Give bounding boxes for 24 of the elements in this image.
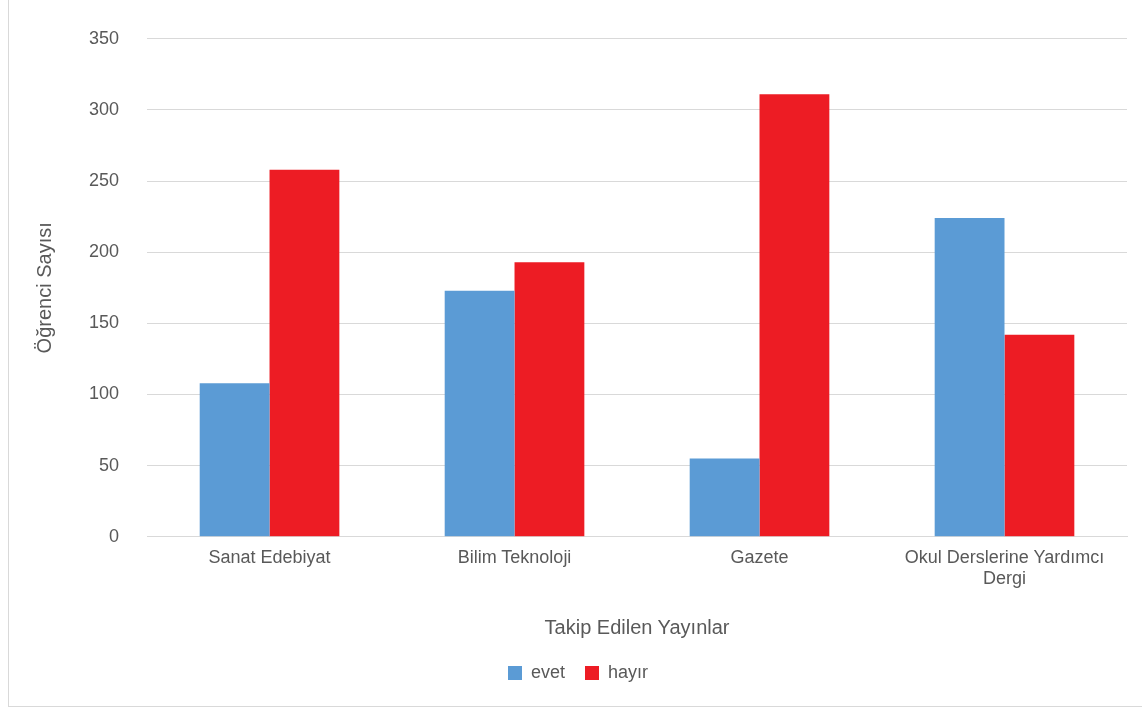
y-tick-label: 0 bbox=[109, 525, 120, 546]
x-tick-label: Sanat Edebiyat bbox=[208, 546, 331, 567]
bar bbox=[269, 169, 340, 537]
y-tick-label: 250 bbox=[88, 170, 120, 191]
x-tick-label: Gazete bbox=[730, 546, 789, 567]
bar bbox=[689, 458, 760, 537]
legend-label: hayır bbox=[608, 661, 649, 682]
y-tick-label: 200 bbox=[88, 241, 120, 262]
bar bbox=[514, 262, 585, 537]
y-tick-label: 150 bbox=[88, 312, 120, 333]
bar bbox=[199, 383, 270, 537]
bar bbox=[934, 218, 1005, 537]
x-axis-title: Takip Edilen Yayınlar bbox=[544, 615, 730, 638]
y-tick-label: 350 bbox=[88, 27, 120, 48]
y-tick-label: 300 bbox=[88, 98, 120, 119]
x-tick-label: Okul Derslerine Yardımcı Dergi bbox=[904, 546, 1105, 589]
bar bbox=[444, 290, 515, 537]
x-tick-label: Bilim Teknoloji bbox=[457, 546, 572, 567]
y-tick-label: 50 bbox=[99, 454, 120, 475]
legend-label: evet bbox=[530, 661, 566, 682]
bar bbox=[1004, 334, 1075, 537]
y-axis-title: Öğrenci Sayısı bbox=[32, 222, 55, 354]
y-tick-label: 100 bbox=[88, 383, 120, 404]
bar bbox=[759, 94, 830, 537]
